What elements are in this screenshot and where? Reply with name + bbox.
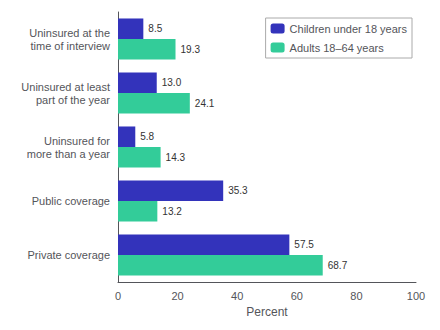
svg-text:60: 60 [291, 290, 303, 302]
svg-text:80: 80 [350, 290, 362, 302]
svg-text:part of the year: part of the year [36, 94, 110, 106]
svg-text:40: 40 [231, 290, 243, 302]
svg-text:Uninsured at least: Uninsured at least [21, 81, 110, 93]
svg-text:68.7: 68.7 [328, 260, 348, 271]
svg-text:Children under 18 years: Children under 18 years [290, 23, 408, 35]
svg-text:24.1: 24.1 [195, 98, 215, 109]
svg-text:19.3: 19.3 [181, 44, 201, 55]
svg-text:0: 0 [115, 290, 121, 302]
svg-text:13.2: 13.2 [162, 206, 182, 217]
svg-text:Public coverage: Public coverage [32, 195, 110, 207]
svg-text:20: 20 [171, 290, 183, 302]
svg-text:8.5: 8.5 [148, 23, 162, 34]
svg-text:5.8: 5.8 [140, 131, 154, 142]
svg-text:100: 100 [407, 290, 425, 302]
svg-text:Private coverage: Private coverage [27, 249, 110, 261]
svg-text:more than a year: more than a year [27, 148, 110, 160]
svg-text:14.3: 14.3 [166, 152, 186, 163]
svg-text:Percent: Percent [246, 305, 288, 319]
svg-text:Uninsured for: Uninsured for [44, 135, 110, 147]
svg-text:57.5: 57.5 [294, 239, 314, 250]
svg-text:Adults 18–64 years: Adults 18–64 years [290, 42, 385, 54]
svg-text:35.3: 35.3 [228, 185, 248, 196]
svg-text:13.0: 13.0 [162, 77, 182, 88]
svg-text:Uninsured at the: Uninsured at the [29, 27, 110, 39]
svg-text:time of interview: time of interview [31, 40, 111, 52]
